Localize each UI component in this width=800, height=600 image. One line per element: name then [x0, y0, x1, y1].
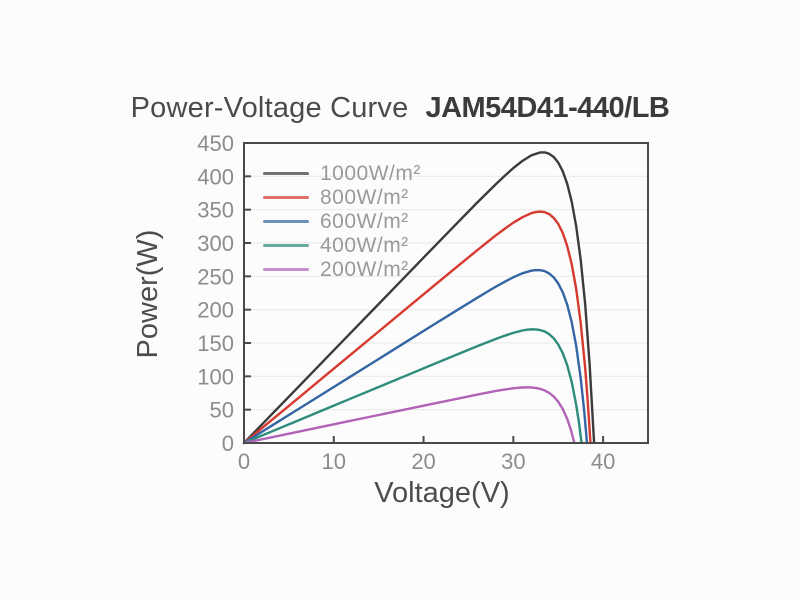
curve-200W/m² — [242, 386, 576, 445]
x-tick-label: 40 — [591, 449, 615, 474]
y-tick-label: 450 — [197, 131, 234, 156]
chart-legend: 1000W/m² 800W/m² 600W/m² 400W/m² 200W/m² — [263, 161, 421, 281]
curve-600W/m² — [242, 268, 589, 445]
chart-title: Power-Voltage Curve JAM54D41-440/LB — [0, 92, 800, 125]
legend-item: 400W/m² — [263, 233, 421, 257]
legend-swatch — [263, 243, 309, 247]
x-tick-label: 20 — [411, 449, 435, 474]
legend-swatch — [263, 171, 309, 175]
plot-border — [243, 142, 649, 444]
legend-label: 600W/m² — [320, 209, 409, 233]
y-tick-label: 50 — [210, 398, 234, 423]
curve-400W/m² — [242, 328, 583, 445]
curve-800W/m² — [242, 210, 592, 445]
x-tick-label: 0 — [238, 449, 250, 474]
chart-title-text: Power-Voltage Curve — [130, 92, 409, 124]
legend-item: 600W/m² — [263, 209, 421, 233]
y-tick-label: 250 — [197, 264, 234, 289]
legend-swatch — [263, 219, 309, 223]
legend-label: 800W/m² — [320, 185, 409, 209]
legend-swatch — [263, 267, 309, 271]
y-axis-title: Power(W) — [132, 230, 164, 359]
legend-item: 800W/m² — [263, 185, 421, 209]
y-tick-label: 200 — [197, 298, 234, 323]
module-model-text: JAM54D41-440/LB — [425, 92, 670, 124]
y-tick-label: 100 — [197, 364, 234, 389]
y-tick-label: 0 — [222, 431, 234, 456]
curve-1000W/m² — [242, 151, 596, 445]
legend-label: 1000W/m² — [320, 161, 421, 185]
legend-label: 400W/m² — [320, 233, 409, 257]
legend-swatch — [263, 195, 309, 199]
y-tick-label: 350 — [197, 198, 234, 223]
x-tick-label: 30 — [501, 449, 525, 474]
x-tick-label: 10 — [322, 449, 346, 474]
legend-item: 200W/m² — [263, 257, 421, 281]
x-axis-title: Voltage(V) — [374, 477, 509, 509]
y-tick-label: 150 — [197, 331, 234, 356]
y-tick-label: 300 — [197, 231, 234, 256]
legend-item: 1000W/m² — [263, 161, 421, 185]
y-tick-label: 400 — [197, 164, 234, 189]
legend-label: 200W/m² — [320, 257, 409, 281]
